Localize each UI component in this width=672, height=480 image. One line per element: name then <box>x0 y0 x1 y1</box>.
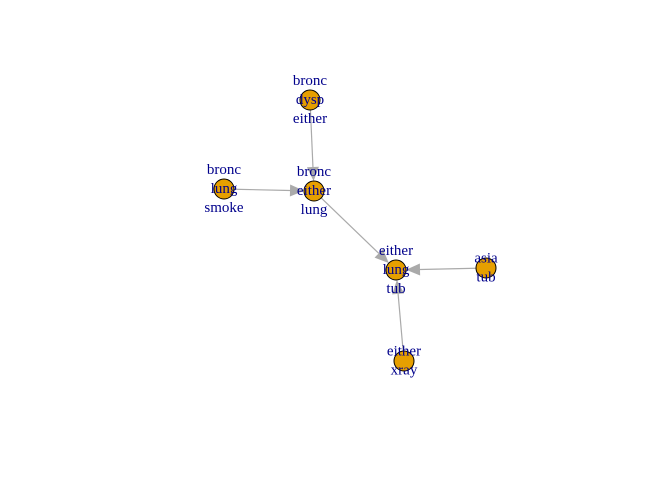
node-label-line: either <box>379 243 413 259</box>
edges-layer <box>233 109 477 352</box>
node-circle <box>299 89 321 111</box>
node-n_bls: bronc lung smoke <box>204 162 244 216</box>
node-label-line: lung <box>301 202 328 218</box>
node-circle <box>303 180 325 202</box>
node-n_elt: either lung tub <box>379 243 413 297</box>
node-label-line: asia <box>474 251 498 267</box>
node-label-line: lung <box>211 181 238 197</box>
node-circle <box>213 178 235 200</box>
node-label-line: dysp <box>296 92 324 108</box>
edge-n_at-to-n_elt <box>405 263 477 276</box>
node-label-line: smoke <box>204 200 244 216</box>
edge-line <box>233 188 291 192</box>
node-label-line: tub <box>386 281 405 297</box>
edge-line <box>320 197 380 254</box>
node-label-line: lung <box>383 262 410 278</box>
node-label-line: bronc <box>293 73 327 89</box>
edge-line <box>309 109 314 168</box>
nodes-layer: bronc dysp either bronc lung smoke bronc either… <box>204 73 498 379</box>
node-label-line: tub <box>476 270 495 286</box>
node-label-line: xray <box>391 363 418 379</box>
node-label-line: either <box>387 344 421 360</box>
node-label-line: either <box>293 111 327 127</box>
node-n_bdy: bronc dysp either <box>293 73 327 127</box>
edge-arrowhead <box>392 279 405 295</box>
node-n_ex: either xray <box>387 344 421 379</box>
node-circle <box>475 257 497 279</box>
edge-n_bel-to-n_elt <box>320 197 389 264</box>
node-label-line: bronc <box>297 164 331 180</box>
edge-arrowhead <box>289 184 305 197</box>
node-circle <box>385 259 407 281</box>
edge-arrowhead <box>405 263 421 276</box>
edge-line <box>397 293 404 352</box>
edge-arrowhead <box>306 166 319 182</box>
edge-n_bdy-to-n_bel <box>306 109 319 182</box>
edge-line <box>419 267 477 271</box>
edge-n_ex-to-n_elt <box>392 279 405 352</box>
node-n_at: asia tub <box>474 251 498 286</box>
edge-arrowhead <box>374 249 389 264</box>
node-circle <box>393 350 415 372</box>
node-n_bel: bronc either lung <box>297 164 331 218</box>
node-label-line: either <box>297 183 331 199</box>
node-label-line: bronc <box>207 162 241 178</box>
edge-n_bls-to-n_bel <box>233 184 305 197</box>
